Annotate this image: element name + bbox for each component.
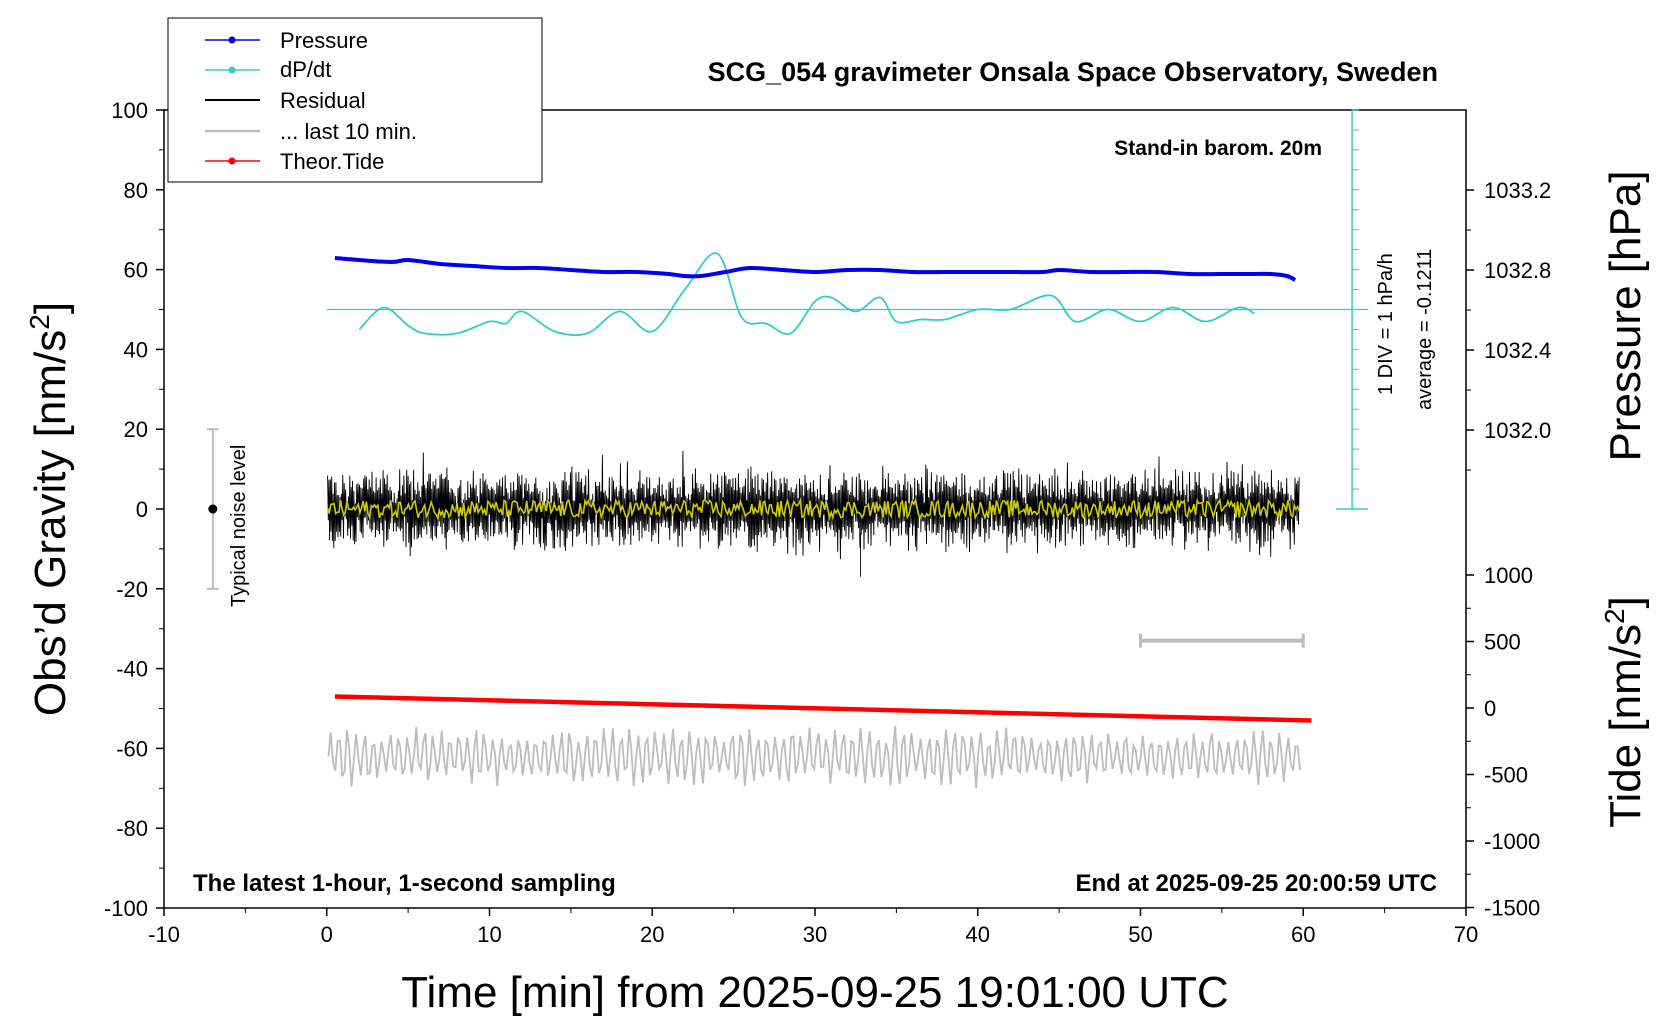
tide-line	[334, 694, 1312, 723]
y-tick-label: -20	[116, 577, 148, 602]
y-tick-label: -60	[116, 736, 148, 761]
pressure-tick-label: 1032.8	[1484, 258, 1551, 283]
noise-bar-center	[208, 504, 218, 514]
chart-title: SCG_054 gravimeter Onsala Space Observat…	[708, 57, 1438, 87]
pressure-tick-label: 1033.2	[1484, 178, 1551, 203]
y-tick-label: 100	[111, 98, 148, 123]
legend-residual-label: Residual	[280, 88, 366, 113]
x-tick-label: 70	[1454, 922, 1478, 947]
pressure-series	[334, 256, 1297, 282]
legend-pressure-label: Pressure	[280, 28, 368, 53]
y-tick-label: 60	[124, 258, 148, 283]
pressure-tick-label: 1032.0	[1484, 418, 1551, 443]
legend-dpdt-marker	[228, 66, 236, 74]
tide-tick-label: 1000	[1484, 563, 1533, 588]
y-tick-label: 80	[124, 178, 148, 203]
tide-axis-ticks: 1000 500 0 -500 -1000 -1500	[1466, 563, 1540, 921]
tide-tick-label: 500	[1484, 630, 1521, 655]
last-10-min-series	[327, 725, 1301, 789]
tide-tick-label: -1000	[1484, 829, 1540, 854]
noise-label: Typical noise level	[228, 445, 250, 607]
residual-smoothed-line	[326, 497, 1300, 521]
tide-tick-label: 0	[1484, 696, 1496, 721]
dpdt-line	[358, 252, 1255, 337]
dpdt-scale-axis	[326, 109, 1369, 510]
residual-smoothed-series	[326, 497, 1300, 521]
last-10-min-line	[327, 725, 1301, 789]
residual-line	[327, 450, 1300, 577]
pressure-axis-label: Pressure [hPa]	[1601, 170, 1650, 461]
legend-pressure-marker	[228, 36, 236, 44]
x-tick-label: 40	[966, 922, 990, 947]
x-tick-label: 20	[640, 922, 664, 947]
tide-axis-label: Tide [nm/s2]	[1599, 596, 1650, 828]
legend-tide-label: Theor.Tide	[280, 149, 384, 174]
pressure-tick-label: 1032.4	[1484, 338, 1551, 363]
x-tick-label: 30	[803, 922, 827, 947]
y-tick-label: -40	[116, 657, 148, 682]
average-annotation: average = -0.1211	[1414, 249, 1436, 410]
theor-tide-series	[334, 694, 1312, 723]
baro-annotation: Stand-in barom. 20m	[1114, 137, 1322, 160]
legend-last10-label: ... last 10 min.	[280, 119, 417, 144]
last-10-min-bar	[1139, 633, 1305, 648]
left-axis-label: Obs’d Gravity [nm/s2]	[24, 302, 75, 716]
x-tick-label: 60	[1291, 922, 1315, 947]
noise-level-bar	[206, 428, 219, 590]
y-tick-label: -100	[104, 896, 148, 921]
end-time-annotation: End at 2025-09-25 20:00:59 UTC	[1076, 870, 1438, 897]
y-tick-label: 20	[124, 417, 148, 442]
x-axis-label: Time [min] from 2025-09-25 19:01:00 UTC	[401, 968, 1228, 1017]
left-axis-ticks: 100 80 60 40 20 0 -20 -40 -60 -80 -100	[104, 98, 164, 921]
dpdt-series	[358, 252, 1255, 337]
y-tick-label: 40	[124, 337, 148, 362]
pressure-line	[334, 256, 1297, 282]
tide-tick-label: -500	[1484, 763, 1528, 788]
x-tick-label: 10	[477, 922, 501, 947]
x-tick-label: 0	[321, 922, 333, 947]
y-tick-label: -80	[116, 816, 148, 841]
pressure-axis-ticks: 1033.2 1032.8 1032.4 1032.0	[1466, 178, 1551, 471]
x-tick-label: -10	[148, 922, 180, 947]
legend-dpdt-label: dP/dt	[280, 57, 331, 82]
div-annotation: 1 DIV = 1 hPa/h	[1375, 253, 1397, 395]
y-tick-label: 0	[136, 497, 148, 522]
sampling-annotation: The latest 1-hour, 1-second sampling	[193, 870, 616, 897]
legend: Pressure dP/dt Residual ... last 10 min.…	[167, 17, 543, 183]
residual-series	[327, 450, 1300, 577]
x-axis-ticks: -10 0 10 20 30 40 50 60 70	[148, 908, 1478, 947]
legend-tide-marker	[228, 157, 236, 165]
tide-tick-label: -1500	[1484, 896, 1540, 921]
x-tick-label: 50	[1128, 922, 1152, 947]
